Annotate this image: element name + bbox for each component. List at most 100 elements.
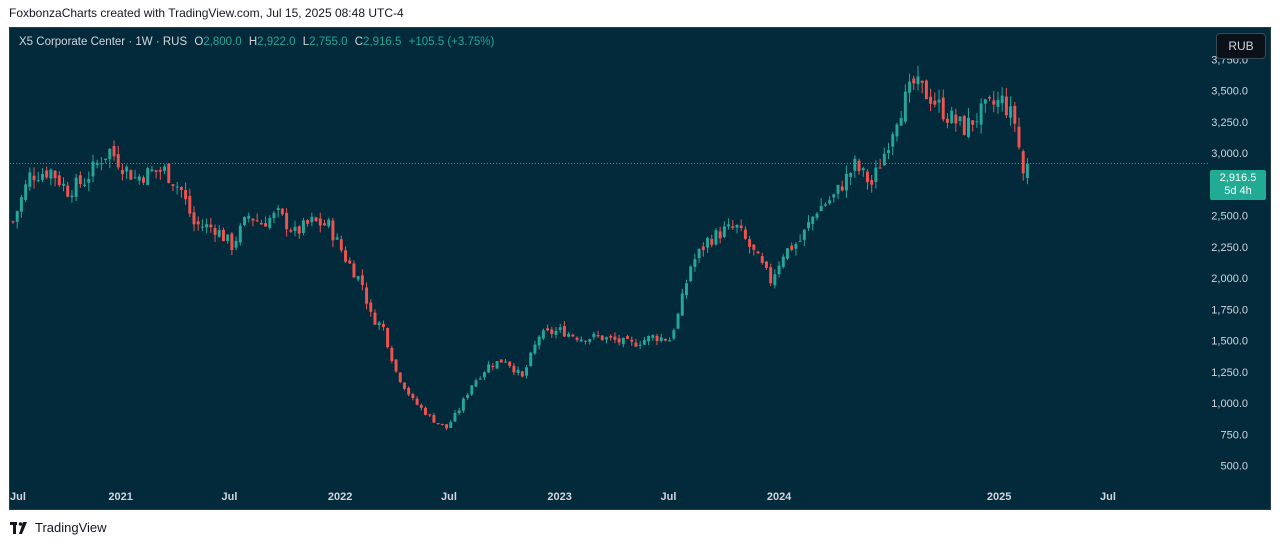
candle-body	[377, 322, 381, 326]
candle-body	[272, 212, 276, 219]
candle-body	[983, 99, 987, 104]
footer-brand: TradingView	[35, 520, 107, 535]
candle-body	[1009, 106, 1013, 118]
candle-body	[790, 245, 794, 250]
candle-body	[769, 267, 773, 284]
candle-body	[373, 312, 377, 325]
candle-body	[870, 179, 874, 185]
candle-body	[196, 221, 200, 225]
candle-body	[70, 195, 74, 198]
candle-body	[895, 124, 899, 137]
candle-body	[583, 340, 587, 342]
candle-body	[344, 250, 348, 262]
candle-body	[1017, 126, 1021, 148]
candle-body	[171, 184, 175, 186]
candle-body	[62, 183, 65, 186]
candle-body	[285, 212, 289, 230]
candle-body	[941, 97, 945, 120]
candle-body	[78, 175, 82, 185]
candle-body	[360, 275, 364, 286]
candle-body	[352, 263, 356, 278]
candle-body	[40, 173, 44, 180]
candle-body	[104, 158, 108, 160]
candle-body	[668, 340, 672, 342]
candle-body	[487, 364, 491, 373]
candle-body	[849, 172, 853, 177]
y-tick-label: 1,750.0	[1211, 304, 1248, 316]
candle-body	[146, 168, 150, 186]
candle-body	[1025, 163, 1029, 178]
candle-body	[57, 175, 61, 186]
candle-body	[66, 185, 70, 197]
candle-body	[11, 221, 15, 223]
x-tick-label: 2025	[987, 491, 1011, 503]
candle-body	[781, 256, 785, 267]
candle-body	[773, 274, 777, 286]
candle-body	[108, 148, 112, 160]
y-tick-label: 750.0	[1220, 429, 1248, 441]
candle-body	[259, 222, 263, 225]
candle-body	[53, 170, 57, 179]
candle-body	[188, 196, 192, 214]
candle-body	[743, 229, 747, 239]
candle-body	[706, 237, 709, 248]
candle-body	[297, 226, 301, 234]
candle-body	[520, 371, 524, 377]
candle-body	[609, 335, 613, 338]
legend-high-value: 2,922.0	[257, 36, 296, 48]
candle-body	[508, 361, 512, 366]
candle-body	[289, 230, 293, 232]
candle-body	[133, 177, 137, 179]
candle-body	[83, 184, 87, 186]
candle-body	[478, 378, 482, 380]
candle-body	[525, 367, 529, 376]
legend-low-label: L	[302, 36, 310, 48]
candle-body	[588, 339, 592, 342]
currency-button[interactable]: RUB	[1216, 33, 1266, 59]
candle-body	[672, 330, 676, 339]
candle-body	[1004, 96, 1008, 116]
candlestick-chart[interactable]: 500.0 750.0 1,000.0 1,250.0 1,500.0 1,750.0 2,…	[10, 28, 1271, 510]
candle-body	[550, 329, 554, 335]
candle-body	[1013, 105, 1017, 124]
candle-body	[710, 238, 714, 245]
candle-body	[823, 204, 827, 206]
candle-body	[954, 114, 958, 124]
candle-body	[916, 76, 920, 85]
candle-body	[310, 216, 314, 223]
candle-body	[255, 220, 259, 222]
candle-body	[541, 330, 545, 339]
candle-body	[874, 167, 878, 182]
candle-body	[369, 302, 373, 312]
candle-body	[424, 407, 427, 415]
candle-body	[28, 172, 32, 187]
candle-body	[617, 338, 621, 343]
candle-body	[386, 328, 390, 348]
candle-body	[499, 359, 503, 363]
chart-panel[interactable]: 500.0 750.0 1,000.0 1,250.0 1,500.0 1,750.0 2,…	[9, 27, 1271, 510]
candle-body	[318, 218, 322, 226]
candle-body	[575, 337, 579, 340]
candle-body	[243, 216, 246, 226]
candle-body	[811, 216, 815, 224]
candle-body	[760, 256, 764, 263]
candle-body	[802, 229, 806, 240]
candle-body	[491, 366, 495, 368]
candle-body	[554, 330, 558, 335]
x-tick-label: Jul	[1100, 491, 1116, 503]
candle-body	[504, 361, 507, 363]
candle-body	[752, 244, 756, 250]
last-price-value: 2,916.5	[1219, 172, 1257, 184]
candle-body	[394, 359, 398, 372]
candle-body	[996, 99, 1000, 107]
candle-body	[546, 328, 550, 331]
y-tick-label: 2,500.0	[1211, 211, 1248, 223]
candle-body	[482, 372, 486, 378]
candle-body	[722, 226, 726, 237]
legend-symbol: X5 Corporate Center	[19, 36, 126, 48]
candle-body	[630, 339, 634, 342]
candle-body	[32, 175, 36, 181]
candle-body	[129, 170, 133, 180]
candle-body	[697, 248, 701, 259]
candle-body	[339, 239, 343, 251]
